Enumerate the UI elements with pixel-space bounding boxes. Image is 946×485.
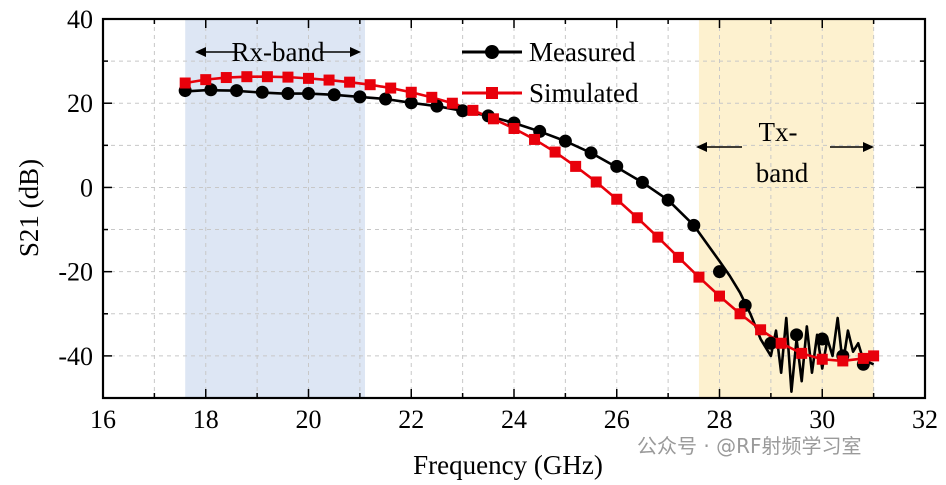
bands-layer <box>185 19 874 398</box>
measured-point <box>430 99 444 113</box>
simulated-point <box>241 71 253 83</box>
measured-point <box>281 87 295 101</box>
x-tick-label: 28 <box>707 405 733 434</box>
simulated-point <box>200 74 212 86</box>
rx-band-label: Rx-band <box>232 37 325 67</box>
simulated-point <box>631 212 643 224</box>
x-tick-label: 20 <box>296 405 322 434</box>
simulated-point <box>693 271 705 283</box>
simulated-point <box>796 347 808 359</box>
x-tick-label: 24 <box>501 405 527 434</box>
rx-band-region <box>185 19 366 398</box>
legend: Measured Simulated <box>462 37 639 108</box>
measured-point <box>327 88 341 102</box>
legend-item-measured: Measured <box>462 37 636 67</box>
tx-arrow-left-head <box>696 142 707 152</box>
y-tick-label: 0 <box>80 173 93 202</box>
simulated-point <box>755 324 767 336</box>
measured-point <box>635 175 649 189</box>
measured-point <box>790 328 804 342</box>
measured-point <box>379 92 393 106</box>
measured-point <box>713 265 726 279</box>
x-tick-label: 22 <box>398 405 424 434</box>
watermark-text: 公众号 · @RF射频学习室 <box>637 434 861 458</box>
rx-arrow-left-head <box>195 47 206 57</box>
measured-point <box>255 85 269 99</box>
y-tick-label: -40 <box>58 342 93 371</box>
simulated-point <box>549 146 561 158</box>
simulated-point <box>570 160 582 172</box>
simulated-point <box>714 290 725 302</box>
y-tick-label: 40 <box>67 5 93 34</box>
simulated-point <box>446 97 458 109</box>
measured-point <box>687 218 701 232</box>
measured-point <box>584 146 598 160</box>
x-tick-label: 18 <box>193 405 219 434</box>
rx-band-label-group: Rx-band <box>195 37 361 67</box>
simulated-point <box>261 71 273 83</box>
measured-point <box>302 87 315 101</box>
simulated-point <box>282 71 294 83</box>
simulated-point <box>816 353 828 365</box>
simulated-point <box>220 72 232 84</box>
measured-point <box>204 83 218 97</box>
simulated-point <box>467 104 479 116</box>
legend-simulated-marker <box>486 87 498 99</box>
simulated-point <box>487 113 499 125</box>
simulated-point <box>426 91 438 103</box>
grid-layer <box>103 19 925 398</box>
measured-point <box>764 336 778 350</box>
simulated-point <box>868 350 880 362</box>
series-layer <box>178 71 880 393</box>
measured-point <box>661 193 675 207</box>
simulated-point <box>405 86 417 98</box>
ticks-layer <box>102 18 926 399</box>
simulated-point <box>344 76 356 88</box>
y-tick-label: -20 <box>58 258 93 287</box>
simulated-point <box>364 79 376 91</box>
measured-point <box>558 134 572 148</box>
simulated-point <box>734 308 746 320</box>
y-axis-title: S21 (dB) <box>14 159 44 257</box>
simulated-point <box>672 251 684 263</box>
tx-band-label-group: Tx- band <box>696 117 874 188</box>
y-tick-label: 20 <box>67 89 93 118</box>
tx-band-label-line1: Tx- <box>759 117 798 147</box>
rx-arrow-right-head <box>350 47 361 57</box>
x-tick-label: 32 <box>912 405 938 434</box>
simulated-point <box>303 72 314 84</box>
measured-point <box>230 84 244 98</box>
legend-measured-label: Measured <box>529 37 636 67</box>
measured-point <box>610 159 624 173</box>
simulated-point <box>590 176 602 188</box>
measured-point <box>404 96 418 110</box>
simulated-point <box>508 122 520 134</box>
simulated-point <box>385 82 397 94</box>
simulated-point <box>323 74 335 86</box>
tx-band-label-line2: band <box>756 158 809 188</box>
x-tick-label: 26 <box>604 405 630 434</box>
simulated-point <box>652 231 664 243</box>
tick-labels-layer: 16 18 20 22 24 26 28 30 32 -40 -20 0 20 40 <box>58 5 938 434</box>
measured-point <box>353 90 367 104</box>
simulated-point <box>611 193 623 205</box>
tx-arrow-right-head <box>863 142 874 152</box>
legend-simulated-label: Simulated <box>529 78 639 108</box>
simulated-point <box>529 133 541 145</box>
simulated-point <box>179 77 191 89</box>
simulated-point <box>857 352 869 364</box>
legend-item-simulated: Simulated <box>462 78 639 108</box>
simulated-point <box>775 337 787 349</box>
x-tick-label: 16 <box>90 405 116 434</box>
x-tick-label: 30 <box>809 405 835 434</box>
series-line-measured <box>185 88 875 393</box>
measured-point <box>456 104 470 118</box>
simulated-point <box>837 355 849 367</box>
x-axis-title: Frequency (GHz) <box>413 450 603 480</box>
measured-point <box>815 332 829 346</box>
legend-measured-marker <box>485 45 499 59</box>
